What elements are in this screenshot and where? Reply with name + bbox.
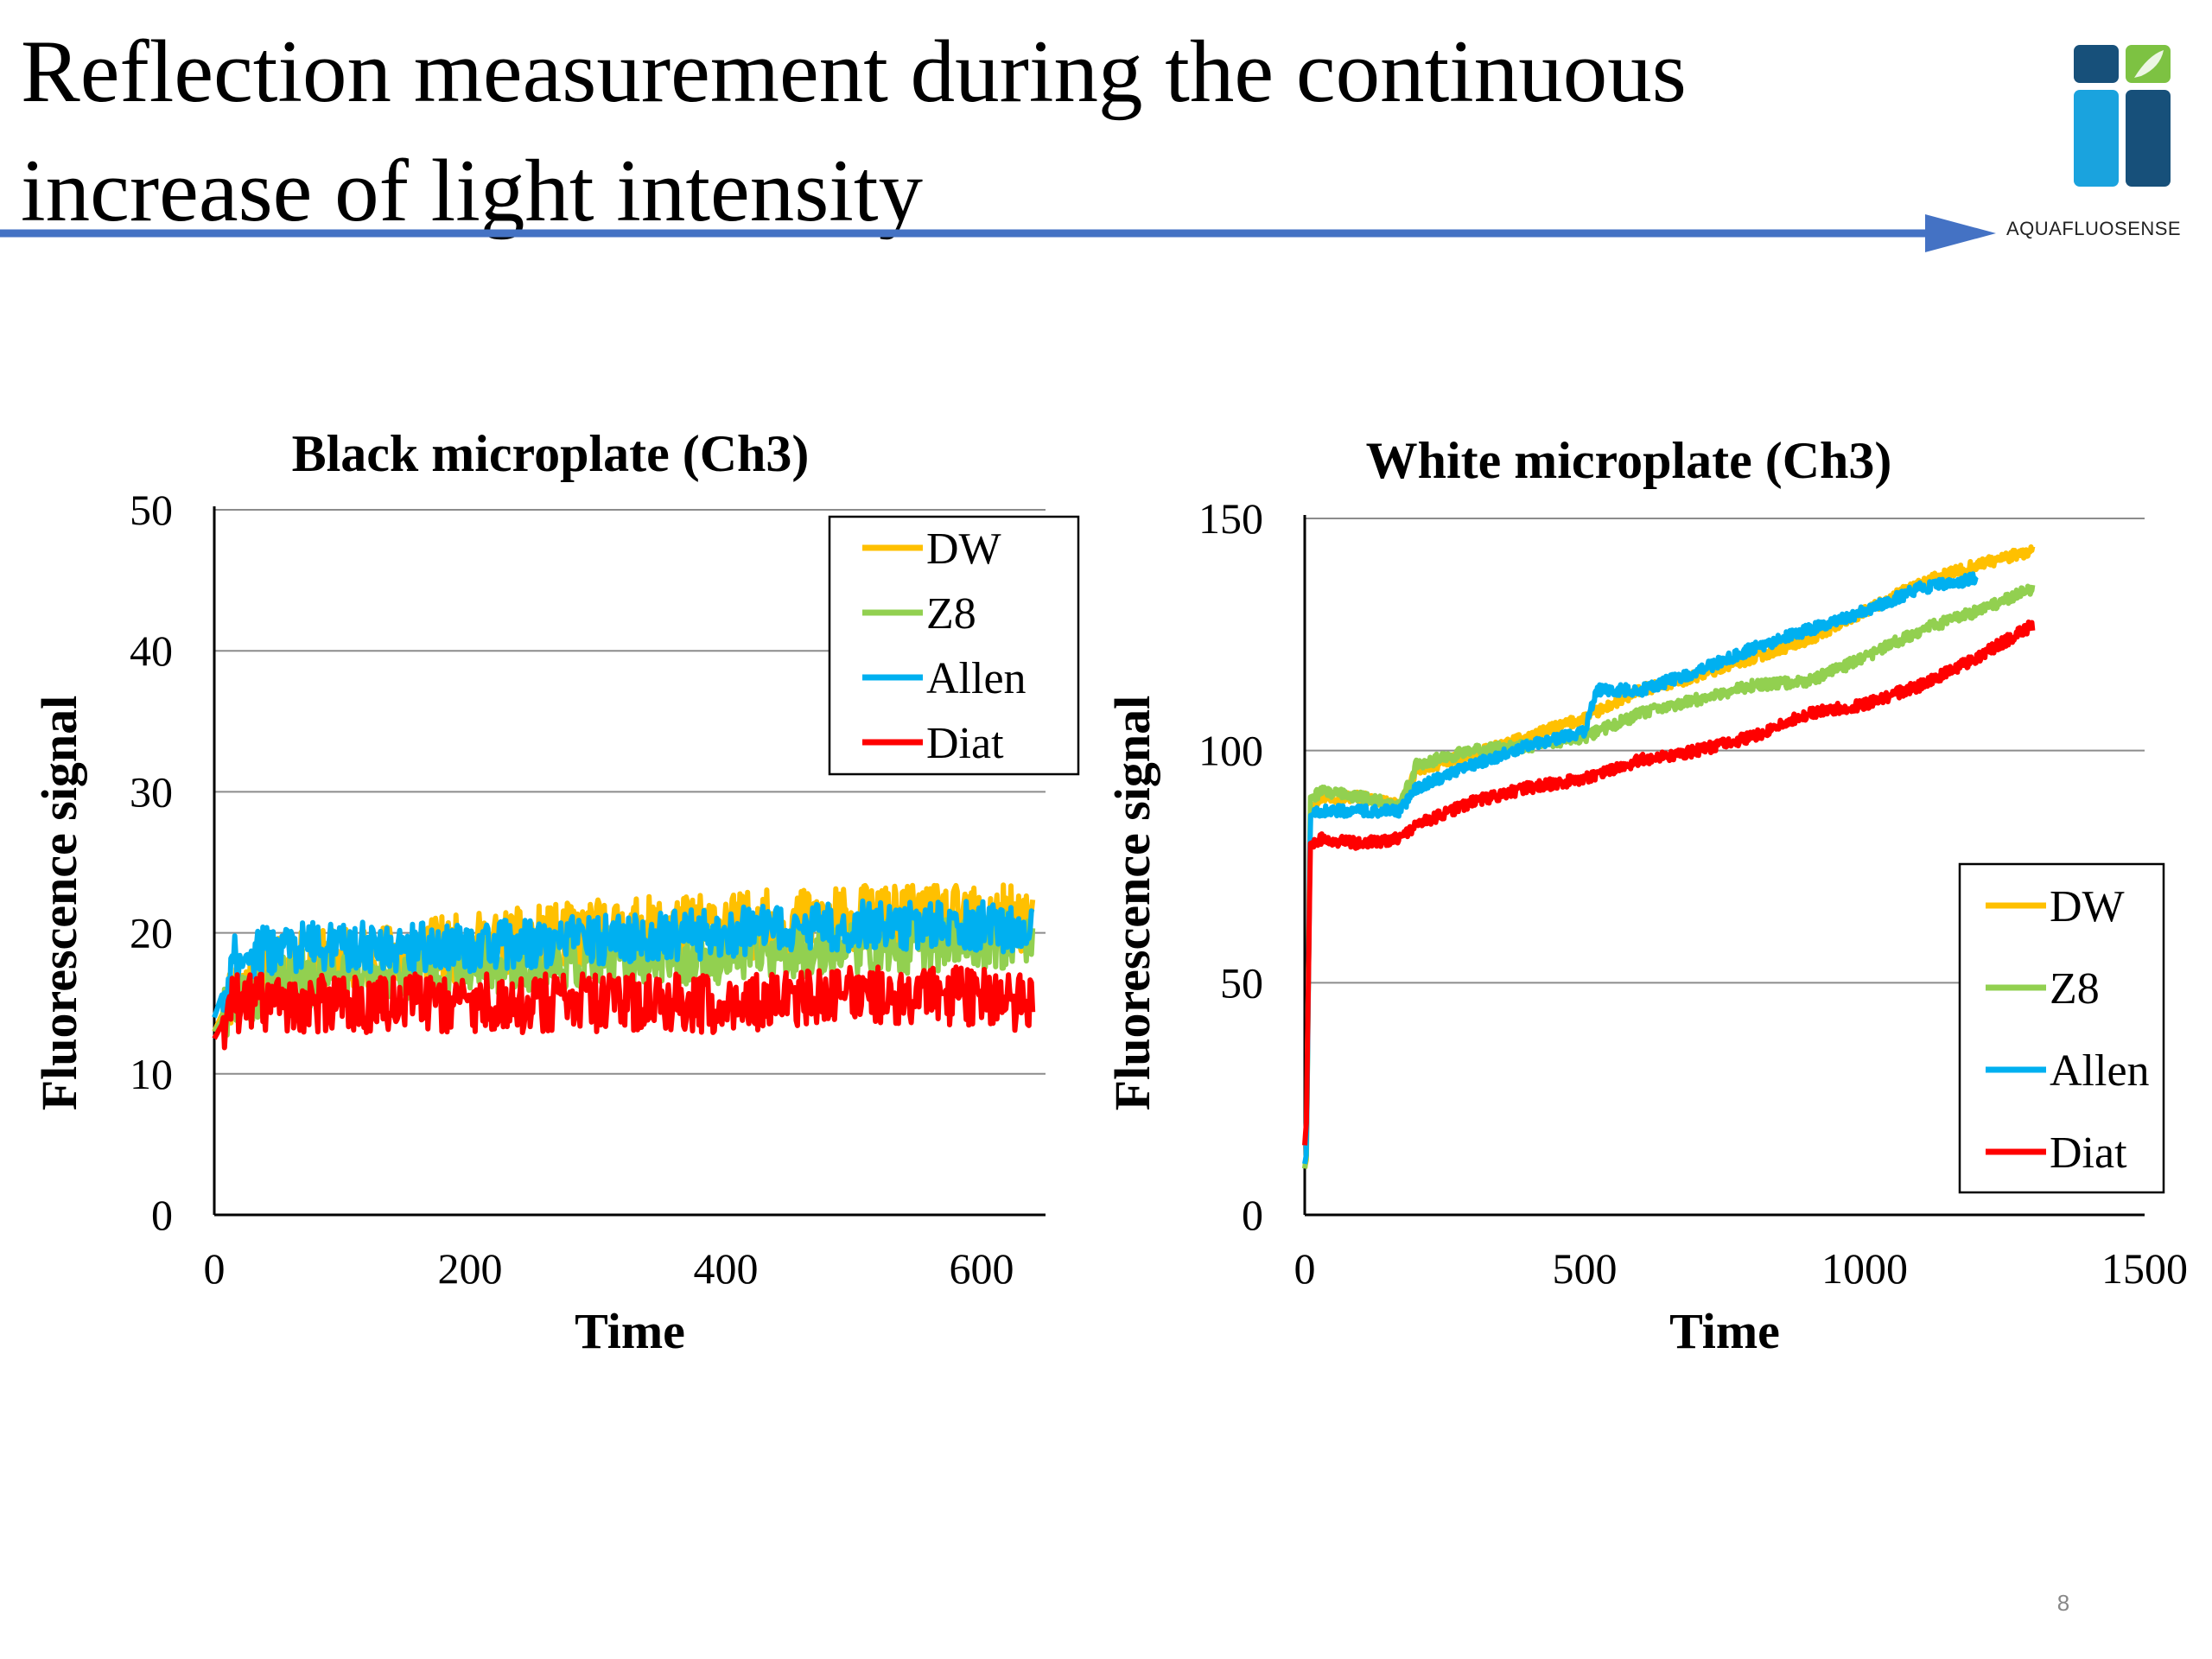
y-axis-label: Fluorescence signal (31, 696, 87, 1111)
series-line-allen (212, 898, 1035, 1019)
x-tick-label: 600 (950, 1244, 1014, 1293)
series-line-dw (1302, 544, 2036, 1169)
x-axis-label: Time (575, 1303, 685, 1359)
legend-label-diat: Diat (926, 719, 1004, 768)
series-line-z8 (1302, 583, 2036, 1169)
legend-box (1958, 862, 2165, 1194)
y-tick-label: 0 (1242, 1191, 1263, 1239)
logo-tile-top-left (2074, 45, 2119, 83)
chart-legend: DW Z8 Allen Diat (1958, 862, 2165, 1194)
series-line-diat (212, 964, 1036, 1051)
y-tick-label: 0 (151, 1191, 173, 1239)
series-line-dw (212, 882, 1036, 1035)
x-tick-label: 1500 (2101, 1244, 2188, 1293)
title-underline-arrow (0, 214, 1996, 252)
legend-box (828, 515, 1080, 776)
x-tick-label: 0 (1294, 1244, 1316, 1293)
title-line-1: Reflection measurement during the contin… (21, 22, 1687, 121)
x-tick-label: 0 (204, 1244, 226, 1293)
y-tick-label: 10 (130, 1050, 173, 1098)
y-tick-label: 20 (130, 909, 173, 957)
chart-legend: DW Z8 Allen Diat (828, 515, 1080, 776)
y-tick-label: 50 (1220, 958, 1263, 1007)
legend-label-dw: DW (2050, 882, 2125, 931)
series-line-z8 (212, 909, 1036, 1038)
legend-label-diat: Diat (2050, 1128, 2127, 1178)
legend-label-allen: Allen (2050, 1046, 2150, 1096)
arrow-head (1925, 214, 1996, 252)
y-tick-label: 40 (130, 626, 173, 675)
x-tick-label: 200 (438, 1244, 503, 1293)
series-line-diat (1302, 620, 2036, 1146)
y-tick-label: 100 (1198, 727, 1263, 775)
logo-text: AQUAFLUOSENSE (2006, 218, 2182, 239)
title-line-2: increase of light intensity (21, 142, 924, 240)
x-tick-label: 400 (694, 1244, 759, 1293)
logo-tile-bottom-left (2074, 90, 2119, 187)
y-tick-label: 150 (1198, 494, 1263, 543)
slide-title: Reflection measurement during the contin… (21, 12, 1974, 251)
y-tick-label: 50 (130, 486, 173, 534)
x-tick-label: 1000 (1821, 1244, 1908, 1293)
page-number: 8 (2056, 1590, 2070, 1616)
series-line-allen (1302, 571, 1979, 1165)
logo-leaf-icon (2134, 50, 2164, 78)
legend-label-z8: Z8 (2050, 964, 2100, 1014)
aquafluosense-logo-icon (2074, 45, 2171, 187)
legend-label-allen: Allen (926, 654, 1027, 703)
x-axis-label: Time (1669, 1303, 1780, 1359)
y-tick-label: 30 (130, 767, 173, 816)
x-tick-label: 500 (1553, 1244, 1618, 1293)
legend-label-z8: Z8 (926, 589, 976, 639)
chart-title: Black microplate (Ch3) (292, 425, 810, 482)
legend-label-dw: DW (926, 524, 1001, 574)
logo-tile-bottom-right (2126, 90, 2171, 187)
y-axis-label: Fluorescence signal (1104, 696, 1160, 1111)
chart-title: White microplate (Ch3) (1366, 432, 1892, 489)
